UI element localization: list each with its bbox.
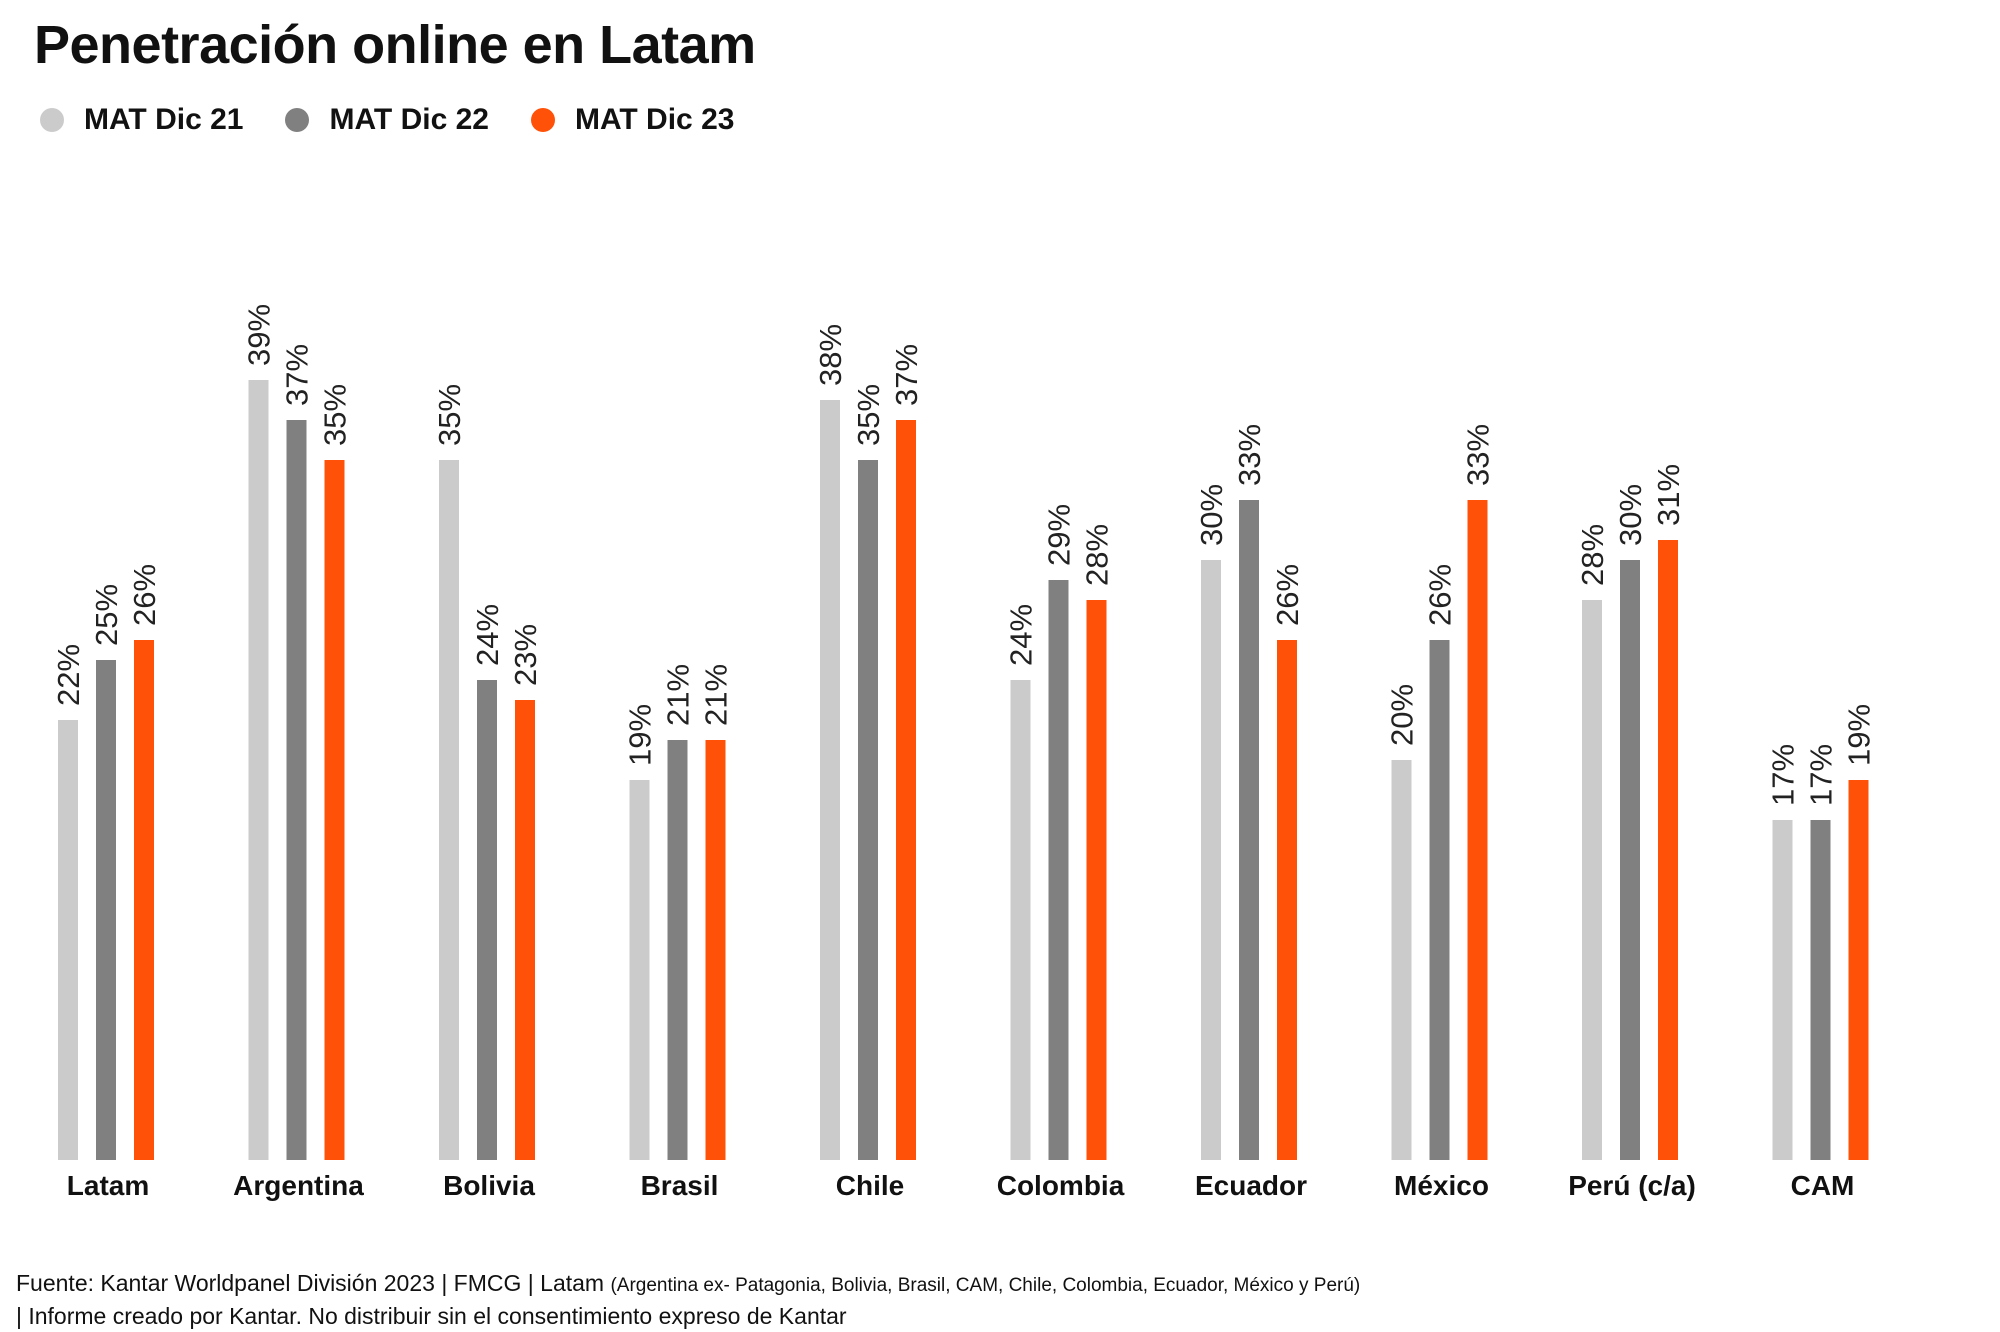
- data-label-argentina-mat-dic-23: 35%: [318, 384, 353, 446]
- data-label-cam-mat-dic-23: 19%: [1842, 704, 1877, 766]
- data-label-latam-mat-dic-21: 22%: [51, 644, 86, 706]
- bar-peru-c-a-mat-dic-21: [1582, 600, 1602, 1160]
- bar-group-mexico: 20% 26% 33% México: [1385, 424, 1496, 1201]
- legend-swatch-mat-dic-22: [285, 108, 310, 132]
- bar-colombia-mat-dic-22: [1048, 580, 1069, 1160]
- bar-group-cam: 17% 17%19%CAM: [1766, 704, 1877, 1201]
- data-label-colombia-mat-dic-22: 29%: [1042, 504, 1077, 566]
- bar-latam-mat-dic-21: [58, 720, 78, 1160]
- bar-group-argentina: 39%37%35% Argentina: [233, 304, 364, 1201]
- data-label-cam-mat-dic-21: 17%: [1766, 744, 1801, 806]
- bar-group-peru-c-a: 28%30% 31% Perú (c/a): [1568, 464, 1696, 1201]
- data-label-ecuador-mat-dic-23: 26%: [1270, 564, 1305, 626]
- data-label-ecuador-mat-dic-22: 33%: [1232, 424, 1267, 486]
- bar-cam-mat-dic-23: [1848, 780, 1869, 1160]
- category-label-mexico: México: [1394, 1170, 1489, 1201]
- bar-mexico-mat-dic-21: [1391, 760, 1412, 1160]
- data-label-argentina-mat-dic-21: 39%: [242, 304, 277, 366]
- legend-item-mat-dic-22: MAT Dic 22: [285, 103, 489, 137]
- category-label-brasil: Brasil: [641, 1170, 719, 1201]
- category-label-chile: Chile: [836, 1170, 904, 1201]
- data-label-brasil-mat-dic-22: 21%: [661, 664, 696, 726]
- bar-peru-c-a-mat-dic-23: [1658, 540, 1678, 1160]
- data-label-chile-mat-dic-22: 35%: [851, 384, 886, 446]
- bar-brasil-mat-dic-21: [629, 780, 650, 1160]
- legend: MAT Dic 21 MAT Dic 22 MAT Dic 23: [40, 100, 776, 140]
- bar-argentina-mat-dic-23: [324, 460, 345, 1160]
- category-label-argentina: Argentina: [233, 1170, 364, 1201]
- legend-item-mat-dic-21: MAT Dic 21: [40, 103, 243, 137]
- data-label-chile-mat-dic-21: 38%: [813, 324, 848, 386]
- data-label-cam-mat-dic-22: 17%: [1804, 744, 1839, 806]
- bar-argentina-mat-dic-21: [248, 380, 269, 1160]
- bar-group-colombia: 24% 29% 28% Colombia: [997, 504, 1125, 1201]
- data-label-latam-mat-dic-23: 26%: [127, 564, 162, 626]
- bar-cam-mat-dic-21: [1772, 820, 1793, 1160]
- bar-brasil-mat-dic-22: [667, 740, 688, 1160]
- data-label-colombia-mat-dic-21: 24%: [1004, 604, 1039, 666]
- bar-chile-mat-dic-22: [858, 460, 878, 1160]
- category-label-bolivia: Bolivia: [443, 1170, 535, 1201]
- bar-group-brasil: 19%21% 21%Brasil: [623, 664, 734, 1201]
- data-label-mexico-mat-dic-23: 33%: [1461, 424, 1496, 486]
- bar-colombia-mat-dic-21: [1010, 680, 1031, 1160]
- bar-ecuador-mat-dic-21: [1201, 560, 1221, 1160]
- category-label-peru-c-a: Perú (c/a): [1568, 1170, 1696, 1201]
- data-label-argentina-mat-dic-22: 37%: [280, 344, 315, 406]
- footer-line-2: | Informe creado por Kantar. No distribu…: [16, 1303, 847, 1329]
- bar-group-latam: 22%25% 26% Latam: [51, 564, 162, 1201]
- data-label-bolivia-mat-dic-21: 35%: [432, 384, 467, 446]
- bar-peru-c-a-mat-dic-22: [1620, 560, 1640, 1160]
- bar-argentina-mat-dic-22: [286, 420, 307, 1160]
- bar-cam-mat-dic-22: [1810, 820, 1831, 1160]
- data-label-mexico-mat-dic-21: 20%: [1385, 684, 1420, 746]
- footer-source-countries: (Argentina ex- Patagonia, Bolivia, Brasi…: [610, 1275, 1361, 1296]
- data-label-peru-c-a-mat-dic-22: 30%: [1613, 484, 1648, 546]
- bar-chile-mat-dic-21: [820, 400, 840, 1160]
- bar-chile-mat-dic-23: [896, 420, 916, 1160]
- bar-bolivia-mat-dic-21: [439, 460, 459, 1160]
- category-label-ecuador: Ecuador: [1195, 1170, 1307, 1201]
- data-label-latam-mat-dic-22: 25%: [89, 584, 124, 646]
- footer-source-text: Fuente: Kantar Worldpanel División 2023 …: [16, 1270, 605, 1296]
- bar-mexico-mat-dic-22: [1429, 640, 1450, 1160]
- legend-label-mat-dic-23: MAT Dic 23: [574, 103, 735, 136]
- footer-source: Fuente: Kantar Worldpanel División 2023 …: [16, 1268, 1360, 1332]
- data-label-brasil-mat-dic-23: 21%: [699, 664, 734, 726]
- bar-latam-mat-dic-22: [96, 660, 116, 1160]
- data-label-peru-c-a-mat-dic-21: 28%: [1575, 524, 1610, 586]
- bar-bolivia-mat-dic-23: [515, 700, 535, 1160]
- bar-mexico-mat-dic-23: [1467, 500, 1488, 1160]
- category-label-cam: CAM: [1791, 1170, 1855, 1201]
- legend-swatch-mat-dic-23: [530, 108, 555, 132]
- data-label-brasil-mat-dic-21: 19%: [623, 704, 658, 766]
- category-label-latam: Latam: [67, 1170, 149, 1201]
- category-label-colombia: Colombia: [997, 1170, 1125, 1201]
- legend-label-mat-dic-22: MAT Dic 22: [329, 103, 489, 136]
- bar-ecuador-mat-dic-23: [1277, 640, 1297, 1160]
- data-label-chile-mat-dic-23: 37%: [889, 344, 924, 406]
- bar-group-ecuador: 30%33% 26% Ecuador: [1194, 424, 1307, 1201]
- chart-title: Penetración online en Latam: [34, 15, 756, 75]
- legend-item-mat-dic-23: MAT Dic 23: [530, 103, 735, 137]
- bar-ecuador-mat-dic-22: [1239, 500, 1259, 1160]
- bar-brasil-mat-dic-23: [705, 740, 726, 1160]
- data-label-colombia-mat-dic-23: 28%: [1080, 524, 1115, 586]
- footer-line-1: Fuente: Kantar Worldpanel División 2023 …: [16, 1268, 1360, 1301]
- legend-label-mat-dic-21: MAT Dic 21: [84, 103, 244, 136]
- data-label-bolivia-mat-dic-22: 24%: [470, 604, 505, 666]
- legend-swatch-mat-dic-21: [40, 108, 64, 132]
- data-label-peru-c-a-mat-dic-23: 31%: [1651, 464, 1686, 526]
- data-label-mexico-mat-dic-22: 26%: [1423, 564, 1458, 626]
- data-label-bolivia-mat-dic-23: 23%: [508, 624, 543, 686]
- bar-colombia-mat-dic-23: [1086, 600, 1107, 1160]
- data-label-ecuador-mat-dic-21: 30%: [1194, 484, 1229, 546]
- bar-bolivia-mat-dic-22: [477, 680, 497, 1160]
- bar-group-bolivia: 35% 24% 23% Bolivia: [432, 384, 543, 1201]
- bar-latam-mat-dic-23: [134, 640, 154, 1160]
- bar-group-chile: 38%35%37% Chile: [813, 324, 924, 1201]
